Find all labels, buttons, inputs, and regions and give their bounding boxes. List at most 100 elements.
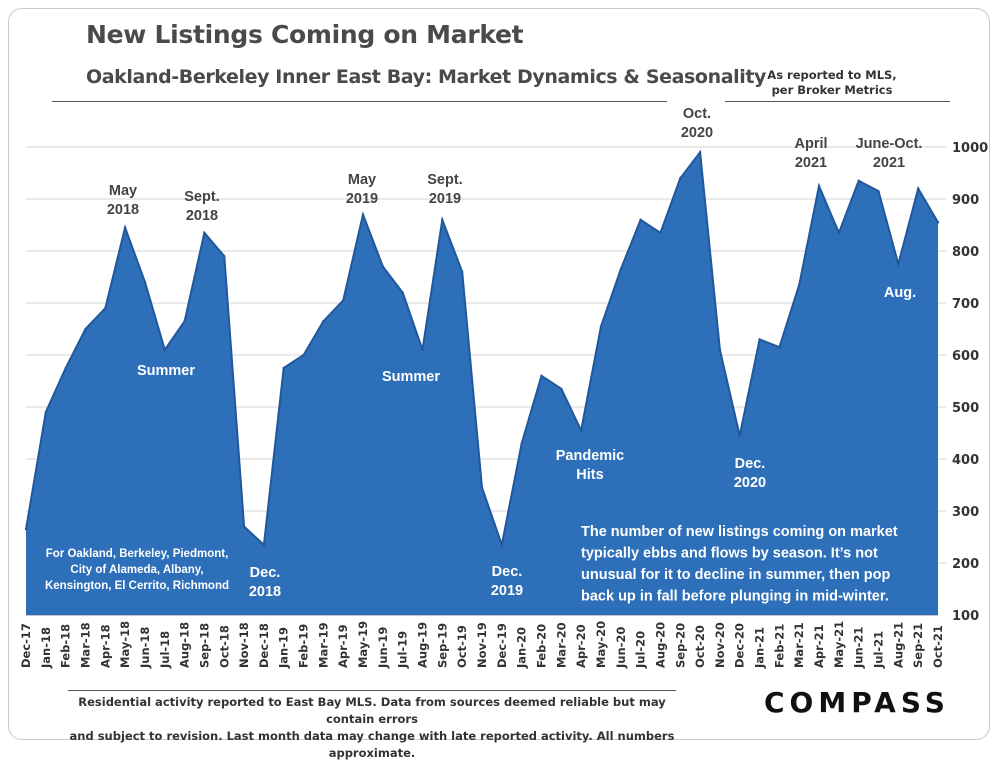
y-tick-label: 700 — [952, 297, 979, 312]
annotation-line: back up in fall before plunging in mid-w… — [581, 589, 889, 605]
compass-logo: COMPASS — [764, 686, 950, 719]
annotation-line: 2020 — [734, 475, 766, 491]
data-point — [560, 387, 563, 390]
x-tick-label: Sep-20 — [673, 623, 687, 668]
annotation-label: Summer — [382, 369, 440, 385]
data-point — [421, 348, 424, 351]
annotation-line: Aug. — [884, 285, 916, 301]
annotation-line: 2018 — [249, 584, 281, 600]
data-point — [738, 434, 741, 437]
x-tick-label: Jan-18 — [39, 627, 53, 669]
x-tick-label: Aug-21 — [891, 622, 905, 668]
annotation-line: Dec. — [492, 564, 523, 580]
annotation-line: 2021 — [795, 155, 827, 171]
x-tick-label: Feb-21 — [772, 624, 786, 668]
x-tick-label: Apr-20 — [574, 624, 588, 668]
annotation-line: Summer — [137, 363, 195, 379]
annotation-line: Oct. — [683, 106, 711, 122]
data-point — [84, 327, 87, 331]
data-point — [679, 177, 682, 180]
x-tick-label: Oct-18 — [217, 625, 231, 668]
x-tick-label: Mar-21 — [792, 622, 806, 668]
y-tick-label: 100 — [952, 609, 979, 624]
chart-frame — [8, 8, 990, 740]
title-divider — [52, 101, 667, 102]
data-point — [778, 346, 781, 349]
x-tick-label: Feb-20 — [534, 624, 548, 668]
source-note-line-1: As reported to MLS, — [767, 68, 897, 82]
annotation-line: typically ebbs and flows by season. It’s… — [581, 546, 878, 562]
data-point — [203, 231, 206, 234]
annotation-label: June-Oct. 2021 — [856, 136, 923, 171]
x-tick-label: Oct-19 — [455, 625, 469, 668]
x-tick-label: Aug-19 — [416, 622, 430, 668]
data-point — [123, 226, 127, 229]
y-tick-label: 600 — [952, 349, 979, 364]
data-point — [520, 442, 523, 445]
data-point — [758, 338, 761, 341]
annotation-line: The number of new listings coming on mar… — [581, 524, 898, 540]
y-tick-label: 400 — [952, 453, 979, 468]
x-tick-label: Apr-18 — [98, 624, 112, 668]
data-point — [242, 525, 246, 528]
annotation-line: unusual for it to decline in summer, the… — [581, 567, 890, 583]
data-point — [897, 262, 900, 266]
source-divider — [725, 101, 950, 102]
annotation-line: 2021 — [873, 155, 905, 171]
data-point — [500, 543, 503, 546]
annotation-line: May — [348, 172, 376, 188]
x-tick-label: May-20 — [594, 621, 608, 668]
data-point — [322, 320, 325, 323]
x-tick-label: Mar-18 — [78, 622, 92, 668]
annotation-label: Dec. 2020 — [734, 456, 766, 491]
x-tick-label: Dec-18 — [257, 623, 271, 668]
annotation-label: Summer — [137, 363, 195, 379]
annotation-label: Dec. 2019 — [491, 564, 523, 599]
x-tick-label: Jul-20 — [634, 631, 648, 669]
annotation-line: 2019 — [346, 191, 378, 207]
data-point — [718, 348, 722, 351]
x-tick-label: Jul-18 — [158, 631, 172, 669]
data-point — [837, 231, 841, 234]
data-point — [163, 348, 166, 351]
annotation-label: Sept. 2018 — [184, 189, 219, 224]
x-tick-label: Mar-19 — [316, 622, 330, 668]
x-tick-label: Sep-21 — [911, 623, 925, 668]
x-tick-label: Aug-18 — [178, 622, 192, 668]
annotation-line: 2020 — [681, 125, 713, 141]
data-point — [540, 374, 543, 377]
x-tick-label: Dec-20 — [733, 623, 747, 668]
annotation-line: For Oakland, Berkeley, Piedmont, — [46, 548, 229, 560]
data-point — [223, 255, 226, 258]
x-tick-label: Dec-19 — [495, 623, 509, 668]
annotation-label: Pandemic Hits — [556, 448, 625, 483]
y-tick-label: 1000 — [952, 141, 988, 156]
x-tick-label: Jul-19 — [396, 631, 410, 669]
series-area — [26, 152, 938, 615]
x-tick-label: May-19 — [356, 621, 370, 668]
data-point — [282, 366, 285, 370]
data-point — [579, 429, 583, 432]
x-tick-label: Feb-19 — [297, 624, 311, 668]
x-tick-label: Aug-20 — [653, 622, 667, 668]
annotation-line: 2019 — [429, 191, 461, 207]
data-point — [917, 187, 920, 190]
footer-line-1: Residential activity reported to East Ba… — [78, 695, 666, 726]
footer-line-2: and subject to revision. Last month data… — [69, 729, 675, 760]
data-point — [262, 543, 266, 546]
data-point — [480, 486, 484, 489]
source-note-line-2: per Broker Metrics — [771, 83, 893, 97]
data-point — [143, 281, 147, 284]
x-tick-label: May-21 — [832, 621, 846, 668]
data-point — [817, 184, 821, 188]
annotation-line: 2019 — [491, 583, 523, 599]
annotation-line: Summer — [382, 369, 440, 385]
annotation-line: Kensington, El Cerrito, Richmond — [45, 580, 229, 592]
chart-title: New Listings Coming on Market — [86, 20, 524, 49]
x-tick-label: Jul-21 — [872, 631, 886, 669]
x-tick-label: Nov-19 — [475, 622, 489, 668]
data-point — [441, 218, 444, 221]
annotation-line: Sept. — [184, 189, 219, 205]
y-tick-label: 800 — [952, 245, 979, 260]
